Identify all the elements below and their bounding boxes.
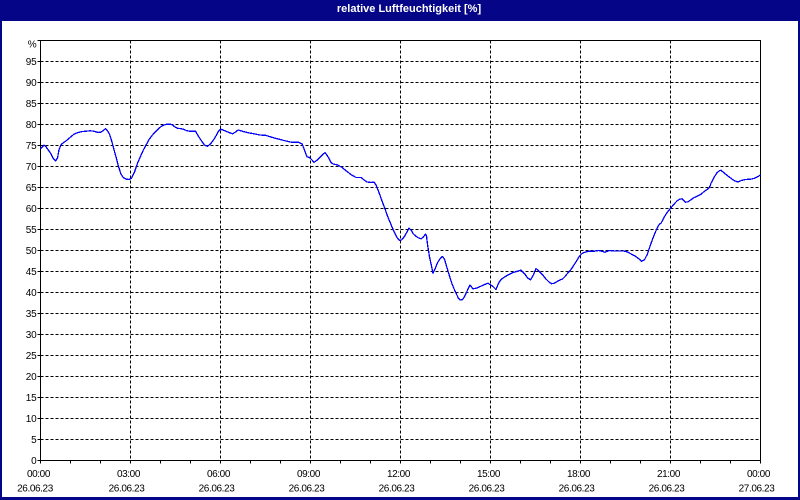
svg-text:80: 80 <box>26 120 37 131</box>
svg-text:50: 50 <box>26 246 37 257</box>
svg-text:26.06.23: 26.06.23 <box>469 484 506 495</box>
svg-text:03:00: 03:00 <box>117 469 141 480</box>
svg-text:09:00: 09:00 <box>297 469 321 480</box>
svg-text:15: 15 <box>26 393 37 404</box>
svg-text:65: 65 <box>26 183 37 194</box>
svg-text:00:00: 00:00 <box>747 469 771 480</box>
svg-text:5: 5 <box>31 435 37 446</box>
svg-text:30: 30 <box>26 330 37 341</box>
svg-text:25: 25 <box>26 351 37 362</box>
svg-text:0: 0 <box>31 456 37 467</box>
svg-text:75: 75 <box>26 141 37 152</box>
svg-text:35: 35 <box>26 309 37 320</box>
svg-text:90: 90 <box>26 78 37 89</box>
svg-text:26.06.23: 26.06.23 <box>649 484 686 495</box>
svg-text:20: 20 <box>26 372 37 383</box>
svg-text:26.06.23: 26.06.23 <box>109 484 146 495</box>
svg-text:26.06.23: 26.06.23 <box>289 484 326 495</box>
svg-text:55: 55 <box>26 225 37 236</box>
svg-text:12:00: 12:00 <box>387 469 411 480</box>
svg-text:70: 70 <box>26 162 37 173</box>
svg-text:27.06.23: 27.06.23 <box>739 484 776 495</box>
svg-text:18:00: 18:00 <box>567 469 591 480</box>
svg-text:15:00: 15:00 <box>477 469 501 480</box>
svg-text:85: 85 <box>26 99 37 110</box>
svg-text:10: 10 <box>26 414 37 425</box>
svg-text:00:00: 00:00 <box>27 469 51 480</box>
svg-text:45: 45 <box>26 267 37 278</box>
svg-text:26.06.23: 26.06.23 <box>17 484 54 495</box>
svg-text:26.06.23: 26.06.23 <box>199 484 236 495</box>
svg-text:95: 95 <box>26 57 37 68</box>
svg-text:60: 60 <box>26 204 37 215</box>
svg-text:26.06.23: 26.06.23 <box>379 484 416 495</box>
svg-text:21:00: 21:00 <box>657 469 681 480</box>
svg-text:%: % <box>28 40 37 51</box>
svg-text:06:00: 06:00 <box>207 469 231 480</box>
svg-text:40: 40 <box>26 288 37 299</box>
svg-text:26.06.23: 26.06.23 <box>559 484 596 495</box>
